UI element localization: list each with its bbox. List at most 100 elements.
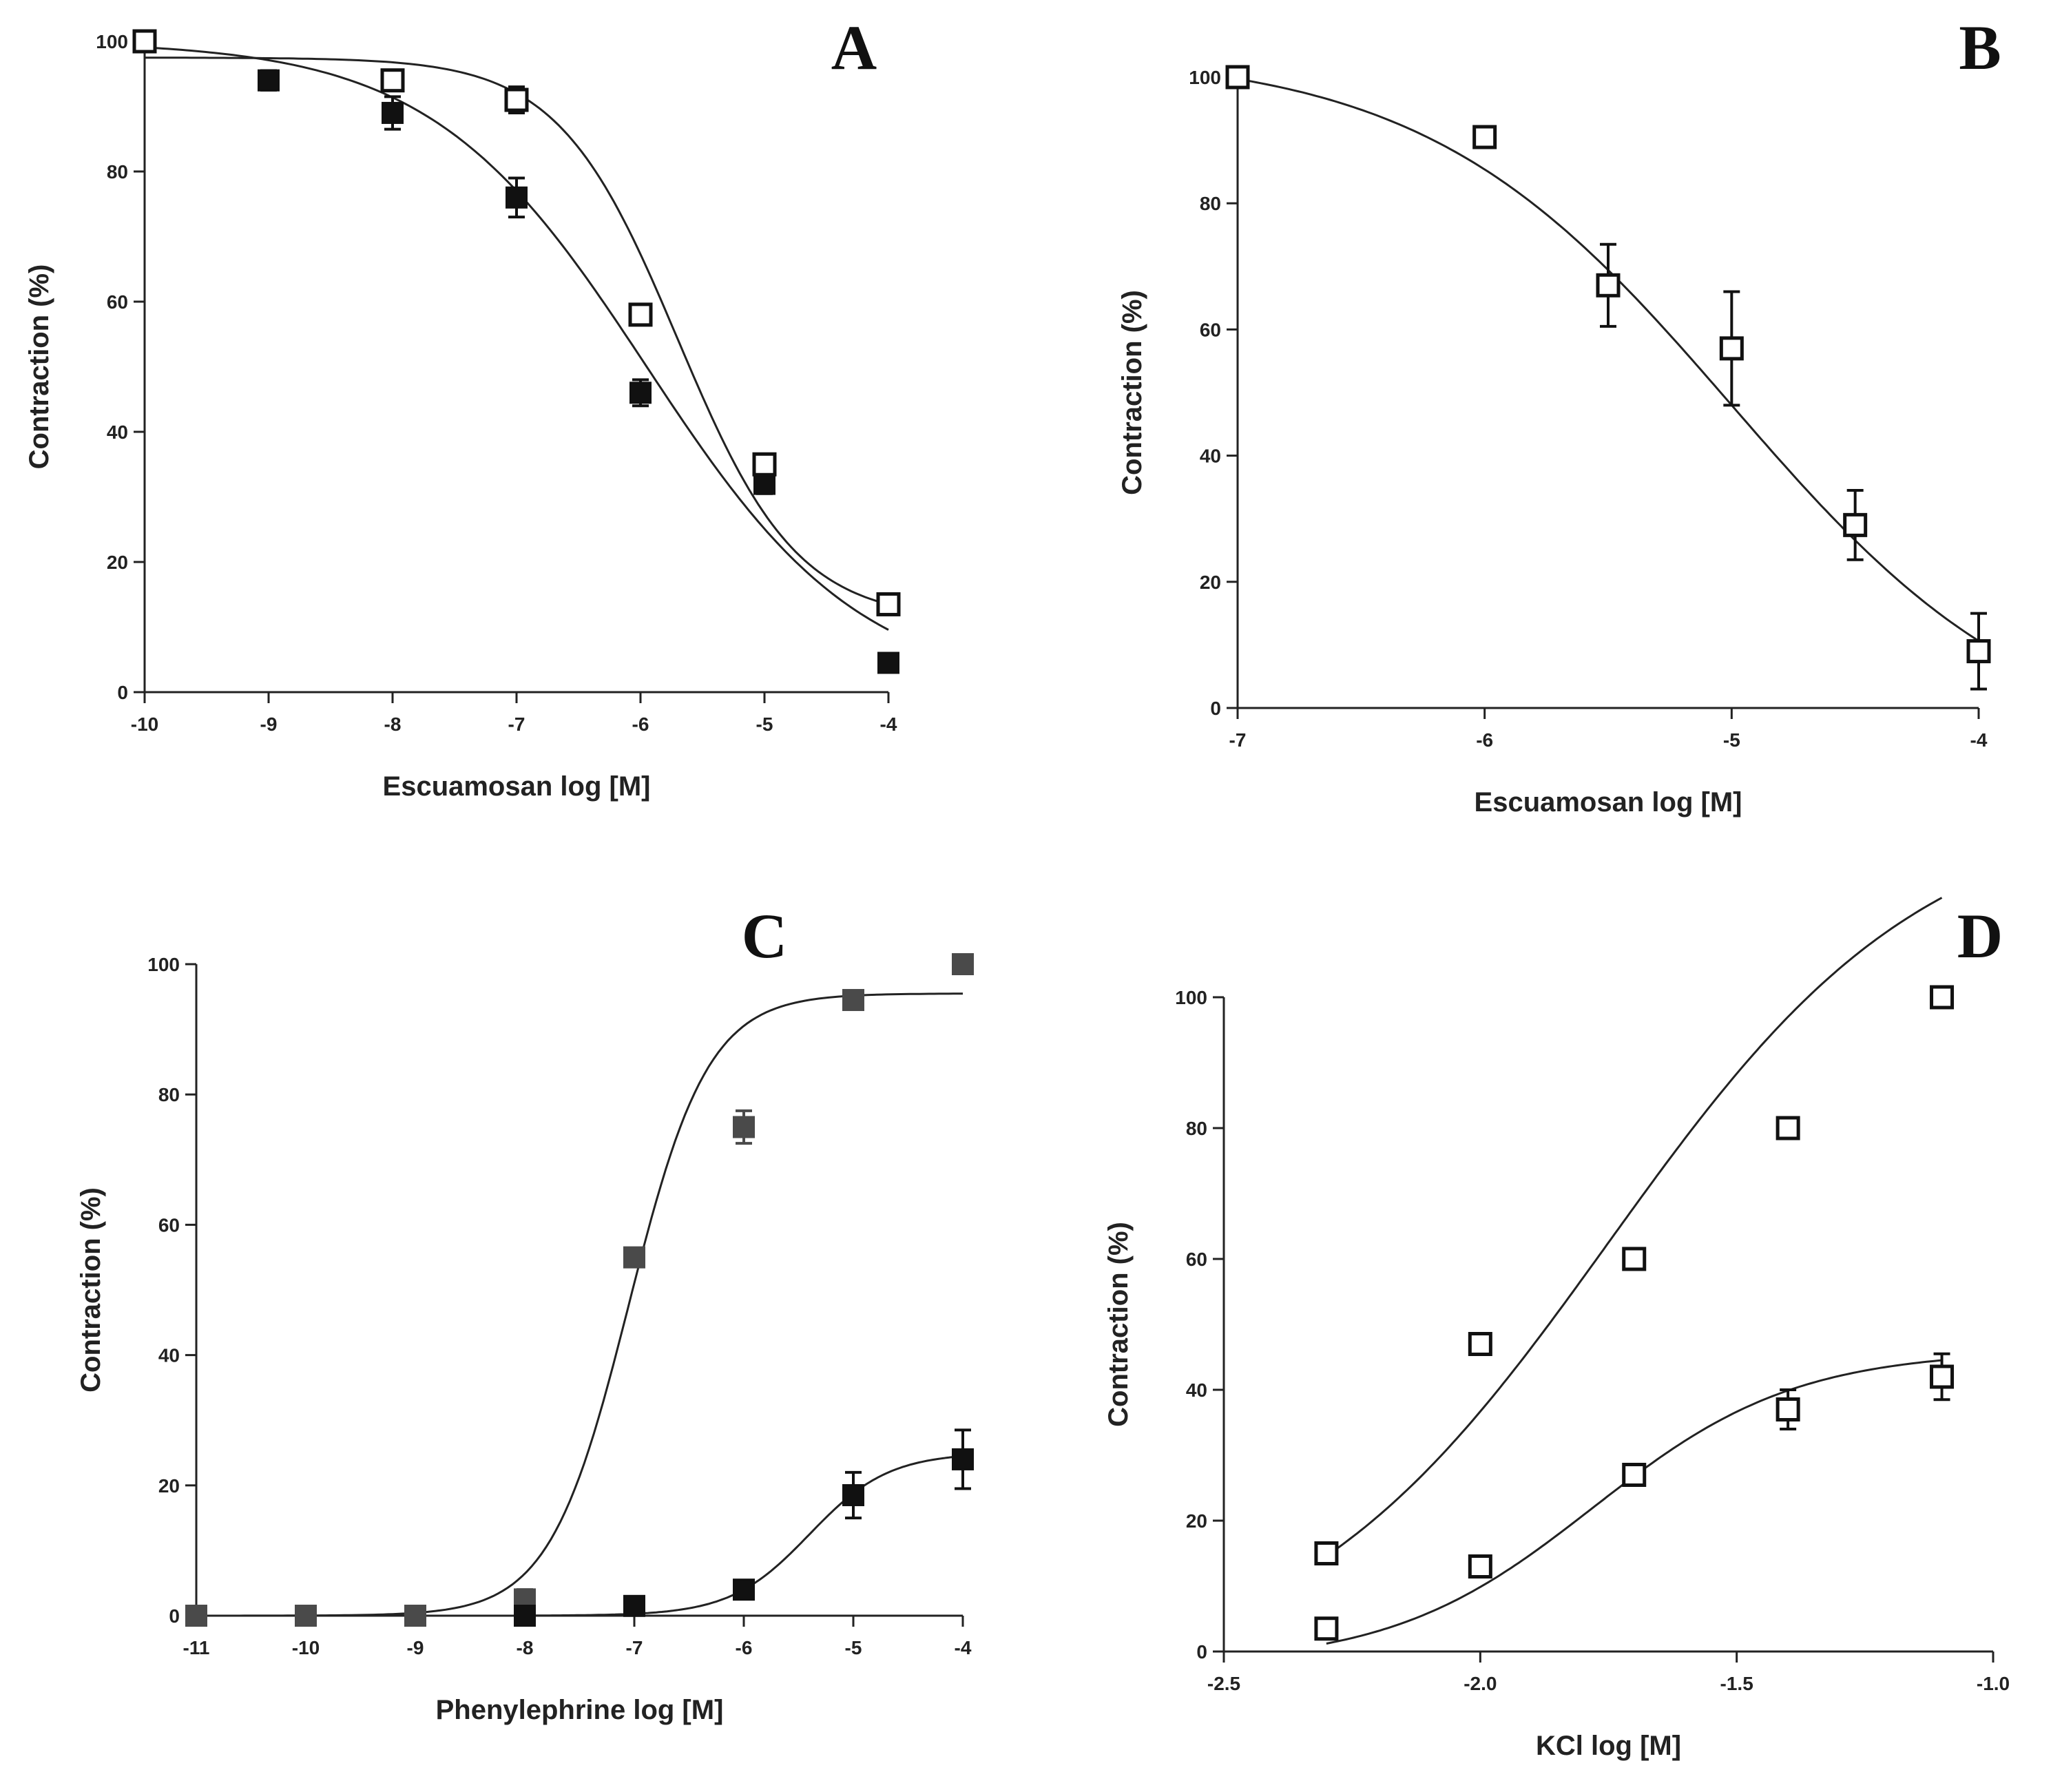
panel-d-series-2-point bbox=[1930, 1364, 1955, 1389]
panel-d-x-tick-label: -1.5 bbox=[1720, 1673, 1753, 1694]
panel-d-series-2-point bbox=[1314, 1616, 1339, 1641]
panel-a: 0 20 40 60 80 100 -10 -9 -8 -7 -6 -5 -4 Escuamosan lo… bbox=[0, 0, 1031, 868]
panel-a-y-tick-label: 40 bbox=[107, 421, 128, 443]
panel-b-series-1-point bbox=[1472, 125, 1497, 149]
panel-c-series-1-point bbox=[404, 1605, 426, 1627]
panel-b-y-tick-label: 20 bbox=[1200, 572, 1221, 593]
panel-d-series-2-point bbox=[1468, 1554, 1492, 1579]
panel-c-letter: C bbox=[742, 901, 787, 971]
panel-b-series-1-point bbox=[1843, 512, 1868, 537]
panel-a-series-2-point bbox=[752, 452, 777, 477]
panel-c-series-2-point bbox=[514, 1605, 536, 1627]
panel-b-y-axis-title: Contraction (%) bbox=[1117, 290, 1147, 495]
panel-c-svg: 0 20 40 60 80 100 -11 -10 -9 -8 -7 -6 -5 -4 Phenylephr… bbox=[76, 901, 974, 1725]
panel-b-x-tick-label: -4 bbox=[1970, 729, 1988, 751]
panel-a-x-tick-label: -8 bbox=[384, 713, 402, 735]
panel-b-x-tick-label: -5 bbox=[1723, 729, 1740, 751]
panel-a-series-1-point bbox=[629, 382, 652, 404]
panel-b-y-tick-label: 60 bbox=[1200, 319, 1221, 340]
panel-a-y-tick-label: 100 bbox=[96, 31, 128, 52]
panel-d-series-1-fit-curve bbox=[1326, 897, 1943, 1557]
panel-b-x-tick-label: -7 bbox=[1229, 729, 1247, 751]
panel-d-y-axis-title: Contraction (%) bbox=[1103, 1222, 1134, 1427]
panel-c-series-1-point bbox=[295, 1605, 317, 1627]
panel-d-series-1-point bbox=[1622, 1247, 1647, 1271]
panel-d-x-tick-label: -2.0 bbox=[1464, 1673, 1497, 1694]
panel-a-series-2-point bbox=[504, 87, 529, 112]
panel-d-letter: D bbox=[1957, 901, 2003, 971]
panel-a-x-tick-label: -6 bbox=[632, 713, 649, 735]
panel-a-series-2-point bbox=[132, 29, 157, 54]
panel-b-y-tick-label: 100 bbox=[1189, 67, 1221, 88]
panel-d-y-tick-label: 0 bbox=[1196, 1641, 1207, 1663]
panel-c-y-tick-label: 20 bbox=[158, 1475, 180, 1497]
panel-d-y-tick-label: 80 bbox=[1186, 1118, 1207, 1139]
panel-b-y-tick-label: 80 bbox=[1200, 193, 1221, 214]
panel-a-y-tick-label: 20 bbox=[107, 552, 128, 573]
panel-c-y-axis-title: Contraction (%) bbox=[76, 1187, 106, 1393]
panel-c-x-tick-label: -8 bbox=[517, 1637, 534, 1658]
panel-d-series-1-point bbox=[1775, 1116, 1800, 1140]
panel-a-x-tick-label: -9 bbox=[260, 713, 278, 735]
panel-b-series-1-point bbox=[1719, 336, 1744, 361]
panel-b-series-1-point bbox=[1225, 65, 1250, 90]
panel-a-series-1-point bbox=[258, 69, 280, 92]
panel-a-letter: A bbox=[831, 12, 877, 83]
panel-d-x-tick-label: -1.0 bbox=[1977, 1673, 2010, 1694]
panel-a-x-axis-title: Escuamosan log [M] bbox=[383, 771, 651, 802]
panel-a-series-2-point bbox=[628, 302, 653, 327]
panel-b-y-tick-label: 0 bbox=[1210, 698, 1221, 719]
panel-c-y-tick-label: 80 bbox=[158, 1084, 180, 1105]
panel-c-x-axis-title: Phenylephrine log [M] bbox=[436, 1695, 724, 1725]
panel-c-x-tick-label: -9 bbox=[407, 1637, 424, 1658]
panel-a-series-2-point bbox=[380, 68, 405, 93]
panel-a-y-tick-label: 80 bbox=[107, 161, 128, 183]
panel-c: 0 20 40 60 80 100 -11 -10 -9 -8 -7 -6 -5 -4 Phenylephr… bbox=[0, 895, 1031, 1789]
panel-d-series-2-point bbox=[1622, 1463, 1647, 1487]
panel-b-series-1-fit-curve bbox=[1237, 78, 1979, 642]
panel-d: 0 20 40 60 80 100 -2.5 -2.0 -1.5 -1.0 KCl log [M] C… bbox=[1031, 895, 2062, 1789]
panel-c-x-tick-label: -5 bbox=[845, 1637, 862, 1658]
panel-a-x-tick-label: -10 bbox=[131, 713, 158, 735]
panel-a-series-2-point bbox=[876, 592, 901, 616]
panel-a-y-tick-label: 0 bbox=[117, 682, 128, 703]
panel-a-series-1-point bbox=[753, 472, 775, 495]
panel-a-x-tick-label: -4 bbox=[880, 713, 897, 735]
panel-c-series-1-point bbox=[842, 989, 864, 1012]
panel-b-series-1-point bbox=[1596, 273, 1621, 298]
panel-c-series-2-point bbox=[623, 1594, 645, 1617]
panel-d-svg: 0 20 40 60 80 100 -2.5 -2.0 -1.5 -1.0 KCl log [M] C… bbox=[1103, 897, 2010, 1761]
panel-c-series-1-point bbox=[623, 1246, 645, 1269]
panel-b-y-tick-label: 40 bbox=[1200, 446, 1221, 467]
panel-b-x-axis-title: Escuamosan log [M] bbox=[1475, 787, 1742, 817]
panel-c-series-1-point bbox=[733, 1116, 755, 1138]
panel-d-x-tick-label: -2.5 bbox=[1207, 1673, 1240, 1694]
panel-d-y-tick-label: 60 bbox=[1186, 1249, 1207, 1270]
panel-b: 0 20 40 60 80 100 -7 -6 -5 -4 Escuamosan log [M] Co… bbox=[1031, 0, 2062, 868]
panel-a-y-axis-title: Contraction (%) bbox=[24, 264, 54, 470]
panel-d-y-tick-label: 40 bbox=[1186, 1379, 1207, 1401]
panel-c-series-2-point bbox=[952, 1448, 974, 1470]
panel-c-x-tick-label: -6 bbox=[736, 1637, 753, 1658]
panel-d-y-tick-label: 20 bbox=[1186, 1510, 1207, 1532]
panel-a-series-2-fit-curve bbox=[145, 56, 889, 606]
panel-c-series-1-point bbox=[185, 1605, 207, 1627]
panel-a-svg: 0 20 40 60 80 100 -10 -9 -8 -7 -6 -5 -4 Escuamosan lo… bbox=[24, 12, 901, 802]
panel-c-x-tick-label: -10 bbox=[292, 1637, 320, 1658]
panel-b-letter: B bbox=[1959, 12, 2001, 83]
panel-d-series-2-fit-curve bbox=[1326, 1359, 1942, 1645]
panel-c-y-tick-label: 40 bbox=[158, 1345, 180, 1366]
panel-a-x-tick-label: -5 bbox=[756, 713, 773, 735]
panel-b-x-tick-label: -6 bbox=[1476, 729, 1493, 751]
panel-c-series-2-point bbox=[733, 1579, 755, 1601]
panel-a-series-1-fit-curve bbox=[144, 46, 889, 631]
panel-d-series-2-point bbox=[1775, 1397, 1800, 1421]
panel-a-series-1-point bbox=[382, 101, 404, 124]
panel-c-x-tick-label: -4 bbox=[955, 1637, 972, 1658]
panel-c-y-tick-label: 0 bbox=[169, 1605, 180, 1627]
panel-c-series-1-point bbox=[952, 953, 974, 975]
panel-d-series-1-point bbox=[1314, 1541, 1339, 1565]
panel-a-x-tick-label: -7 bbox=[508, 713, 525, 735]
panel-c-y-tick-label: 60 bbox=[158, 1214, 180, 1236]
